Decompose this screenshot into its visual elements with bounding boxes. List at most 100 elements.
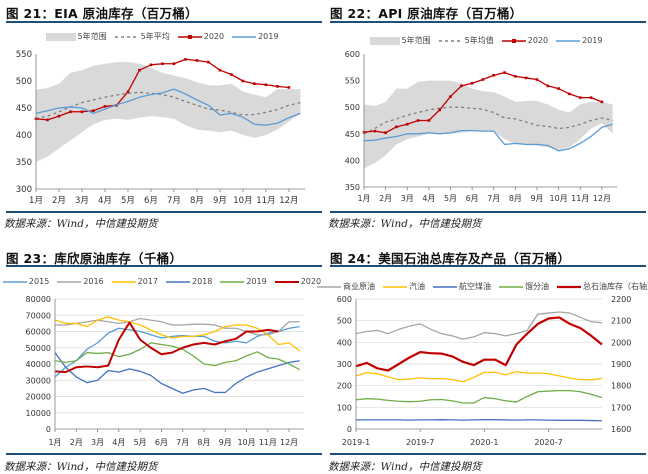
x-tick-label: 10月 bbox=[233, 196, 252, 206]
chart-plot: 300 350 400 450 500 550 1月 2月 3月 4月 5月 6月 7月 8月 9月 10月 1… bbox=[16, 50, 305, 206]
data-point bbox=[503, 71, 506, 74]
x-tick-label: 2019-7 bbox=[406, 438, 434, 447]
title-divider bbox=[6, 21, 322, 23]
legend-item: 5年范围 bbox=[45, 31, 107, 42]
y2-tick-label: 1700 bbox=[611, 403, 631, 412]
legend-label: 2016 bbox=[83, 277, 104, 286]
y-tick-label: 0 bbox=[46, 425, 51, 434]
x-tick-label: 8月 bbox=[190, 196, 204, 206]
legend-item: 2020 bbox=[274, 277, 322, 286]
legend-label: 航空煤油 bbox=[459, 282, 491, 291]
x-tick-label: 2月 bbox=[52, 196, 66, 206]
y-tick-label: 200 bbox=[337, 382, 352, 391]
legend-label: 汽油 bbox=[409, 282, 425, 291]
y-tick-label: 50000 bbox=[26, 344, 51, 353]
y-tick-label: 300 bbox=[337, 360, 352, 369]
legend-swatch bbox=[220, 280, 245, 283]
data-point bbox=[80, 110, 84, 114]
data-point bbox=[218, 68, 222, 72]
data-point bbox=[470, 81, 474, 85]
legend-label: 2019 bbox=[258, 32, 279, 41]
legend-swatch bbox=[2, 280, 27, 283]
title-divider bbox=[330, 265, 646, 267]
data-point bbox=[546, 84, 550, 88]
data-point bbox=[161, 62, 164, 66]
x-tick-label: 4月 bbox=[98, 196, 112, 206]
y-tick-label: 10000 bbox=[26, 409, 51, 418]
data-point bbox=[241, 79, 245, 83]
legend-swatch bbox=[274, 280, 299, 283]
legend-swatch bbox=[383, 285, 407, 288]
x-tick-label: 5月 bbox=[444, 194, 457, 203]
legend-item: 5年均值 bbox=[438, 35, 494, 46]
x-tick-label: 11月 bbox=[259, 438, 277, 447]
chart-panel-eia: 图 21：EIA 原油库存（百万桶） 5年范围 5年平均 2020 2019 300 3… bbox=[0, 0, 324, 236]
y-tick-label: 400 bbox=[345, 156, 360, 165]
data-point bbox=[460, 84, 463, 88]
chart-legend: 2015 2016 2017 2018 2019 2020 bbox=[0, 277, 324, 286]
legend-item: 航空煤油 bbox=[433, 281, 491, 292]
data-point bbox=[384, 131, 387, 135]
legend-swatch bbox=[557, 285, 581, 288]
legend-label: 2017 bbox=[137, 277, 158, 286]
legend-swatch bbox=[369, 36, 400, 45]
legend-swatch bbox=[232, 35, 257, 38]
legend-item: 5年范围 bbox=[369, 35, 431, 46]
x-tick-label: 12月 bbox=[279, 196, 298, 206]
y-tick-label: 500 bbox=[345, 103, 360, 112]
legend-item: 2019 bbox=[220, 277, 267, 286]
legend-item: 馏分油 bbox=[499, 281, 549, 292]
legend-item: 2015 bbox=[2, 277, 49, 286]
legend-item: 汽油 bbox=[383, 281, 425, 292]
data-point bbox=[492, 73, 496, 77]
y-tick-label: 300 bbox=[16, 185, 32, 195]
legend-label: 5年均值 bbox=[464, 36, 494, 45]
legend-swatch bbox=[501, 38, 526, 43]
legend-swatch bbox=[433, 285, 457, 288]
x-tick-label: 8月 bbox=[197, 438, 210, 447]
legend-item: 2019 bbox=[556, 35, 602, 46]
y-tick-label: 600 bbox=[345, 50, 360, 59]
legend-item: 5年平均 bbox=[114, 31, 170, 42]
x-tick-label: 4月 bbox=[422, 194, 435, 203]
x-tick-label: 9月 bbox=[530, 194, 543, 203]
x-tick-label: 3月 bbox=[401, 194, 414, 203]
data-point bbox=[92, 109, 95, 112]
data-point bbox=[264, 83, 268, 87]
legend-label: 馏分油 bbox=[525, 282, 549, 291]
y-tick-label: 350 bbox=[16, 158, 32, 168]
chart-plot: 0 100 200 300 400 500 600 1600 1700 1800 1900 2000 2… bbox=[337, 295, 632, 447]
x-tick-label: 5月 bbox=[121, 196, 135, 206]
chart-title: 图 23：库欣原油库存（千桶） bbox=[6, 251, 183, 266]
series-line-2016 bbox=[55, 317, 300, 336]
legend-label: 2020 bbox=[300, 277, 322, 286]
chart-panel-us-total: 图 24：美国石油总库存及产品（百万桶） 商业原油 汽油 航空煤油 馏分油 总石油库存（… bbox=[317, 236, 648, 474]
series-line-2020 bbox=[54, 321, 279, 374]
y-tick-label: 30000 bbox=[26, 376, 51, 385]
x-tick-label: 2月 bbox=[70, 438, 83, 447]
legend-swatch bbox=[111, 280, 136, 283]
y-tick-label: 400 bbox=[337, 338, 352, 347]
x-tick-label: 7月 bbox=[487, 194, 500, 203]
series-line-航空煤油 bbox=[356, 419, 603, 422]
x-tick-label: 11月 bbox=[256, 196, 275, 206]
legend-swatch bbox=[438, 39, 463, 42]
x-tick-label: 11月 bbox=[571, 194, 589, 203]
source-note: 数据来源：Wind，中信建投期货 bbox=[328, 218, 482, 230]
chart-panel-cushing: 图 23：库欣原油库存（千桶） 2015 2016 2017 2018 2019 2020… bbox=[0, 236, 324, 474]
y-tick-label: 40000 bbox=[26, 360, 51, 369]
title-divider bbox=[330, 21, 646, 23]
data-point bbox=[395, 125, 398, 129]
x-tick-label: 10月 bbox=[237, 438, 255, 447]
x-tick-label: 7月 bbox=[167, 196, 181, 206]
legend-swatch bbox=[166, 280, 190, 283]
legend-swatch bbox=[45, 32, 76, 41]
chart-title: 图 22：API 原油库存（百万桶） bbox=[330, 6, 523, 21]
legend-swatch bbox=[556, 39, 581, 42]
x-tick-label: 1月 bbox=[29, 196, 43, 206]
series-line-馏分油 bbox=[355, 389, 603, 404]
data-point bbox=[184, 58, 187, 61]
y2-tick-label: 1600 bbox=[611, 425, 631, 434]
data-point bbox=[427, 119, 431, 122]
bottom-divider bbox=[6, 453, 322, 455]
